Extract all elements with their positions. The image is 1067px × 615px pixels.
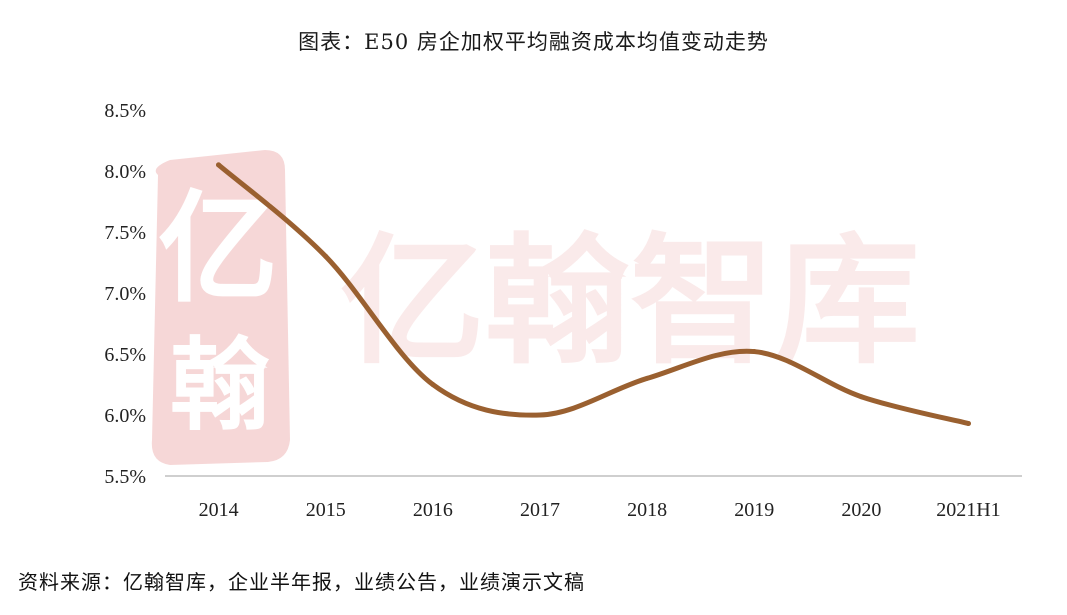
watermark-text: 亿翰智库 — [340, 221, 920, 384]
series-point — [858, 394, 864, 400]
series-point — [216, 162, 222, 168]
series-point — [965, 421, 971, 427]
watermark-seal-bottom: 翰 — [170, 327, 270, 444]
y-tick-label: 7.0% — [104, 283, 146, 305]
series-line — [216, 162, 971, 427]
x-tick-label: 2014 — [199, 499, 239, 521]
x-tick-label: 2020 — [841, 499, 881, 521]
series-point — [644, 375, 650, 381]
x-tick-label: 2021H1 — [936, 499, 1000, 521]
chart-title: 图表：E50 房企加权平均融资成本均值变动走势 — [298, 30, 769, 54]
x-tick-label: 2015 — [306, 499, 346, 521]
series-point — [430, 382, 436, 387]
watermark-seal-top: 亿 — [158, 180, 278, 319]
series-point — [751, 349, 757, 355]
y-tick-label: 6.0% — [104, 405, 146, 427]
y-tick-label: 5.5% — [104, 466, 146, 488]
series-point — [323, 253, 329, 259]
x-tick-label: 2019 — [734, 499, 774, 521]
series-points — [216, 162, 971, 427]
y-tick-label: 8.0% — [104, 161, 146, 183]
x-axis: 2014 2015 2016 2017 2018 2019 2020 2021H1 — [199, 499, 1001, 521]
watermark-seal — [151, 150, 290, 465]
x-tick-label: 2018 — [627, 499, 667, 521]
y-tick-label: 8.5% — [104, 100, 146, 122]
series-point — [537, 412, 543, 418]
y-tick-label: 6.5% — [104, 344, 146, 366]
x-tick-label: 2017 — [520, 499, 560, 521]
source-note: 资料来源：亿翰智库，企业半年报，业绩公告，业绩演示文稿 — [18, 570, 585, 594]
y-axis: 5.5% 6.0% 6.5% 7.0% 7.5% 8.0% 8.5% — [104, 100, 146, 488]
y-tick-label: 7.5% — [104, 222, 146, 244]
x-tick-label: 2016 — [413, 499, 453, 521]
watermark-logo: 亿 翰 亿翰智库 — [151, 150, 920, 465]
